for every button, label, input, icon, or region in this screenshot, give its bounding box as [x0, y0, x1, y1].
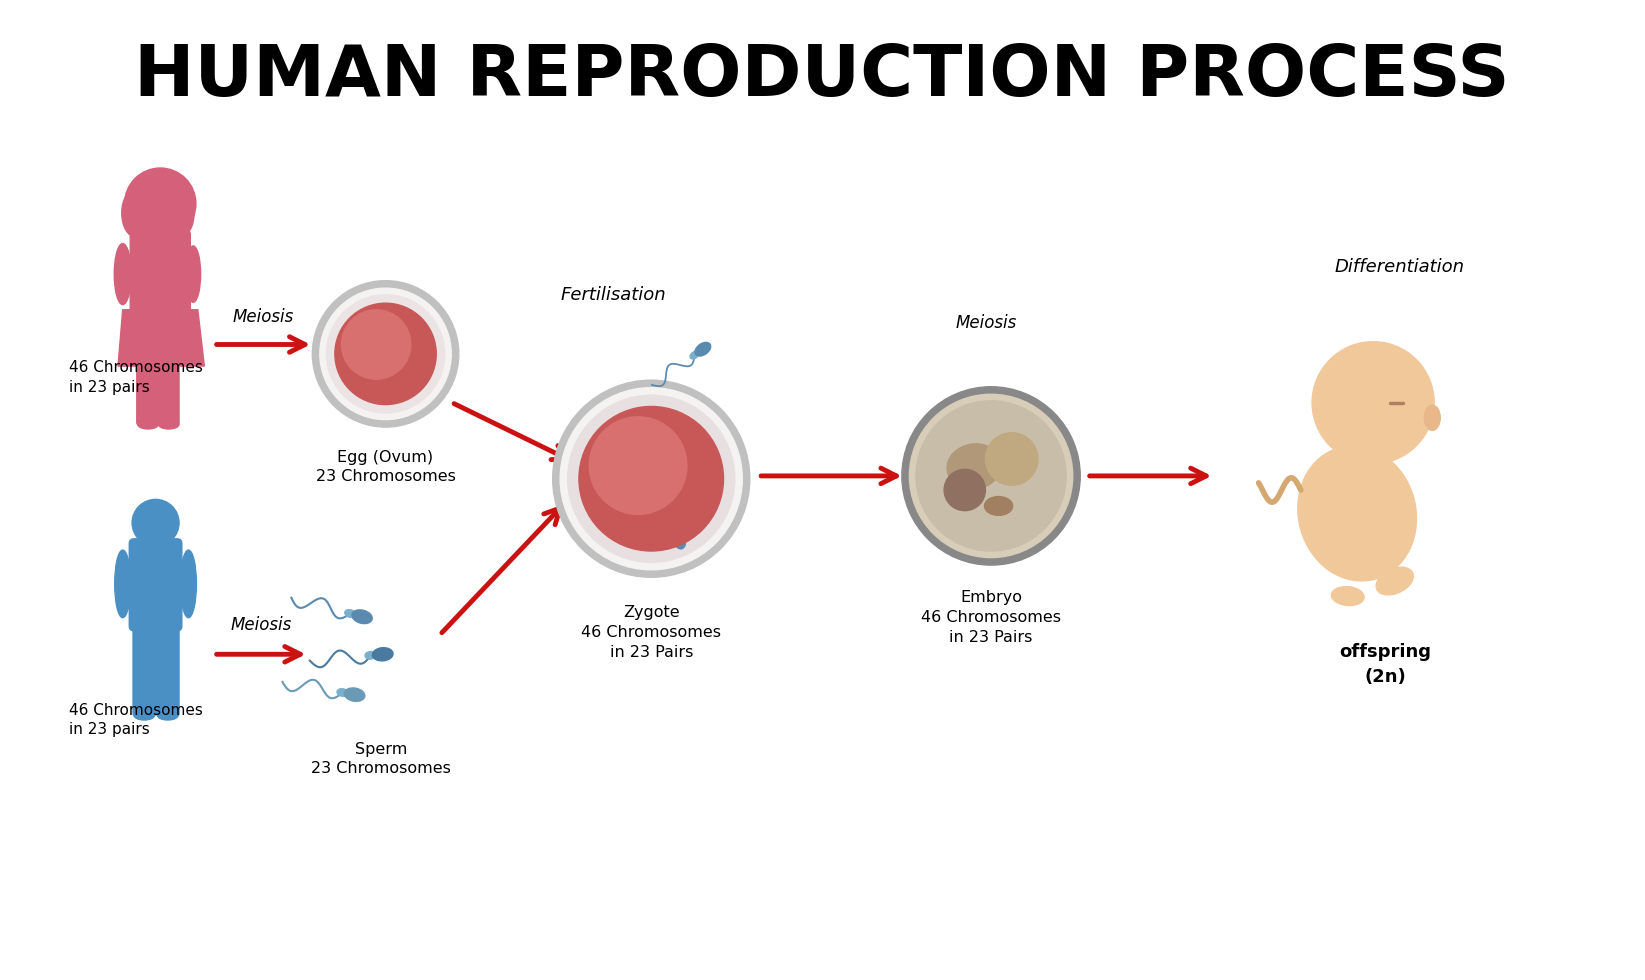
- Ellipse shape: [673, 524, 679, 534]
- Circle shape: [553, 380, 750, 577]
- Ellipse shape: [186, 246, 201, 302]
- Text: Fertilisation: Fertilisation: [561, 286, 666, 304]
- Ellipse shape: [1377, 567, 1413, 595]
- Circle shape: [561, 388, 742, 569]
- Ellipse shape: [158, 710, 178, 720]
- Circle shape: [916, 401, 1066, 551]
- Ellipse shape: [1331, 587, 1364, 606]
- Circle shape: [985, 433, 1038, 485]
- FancyBboxPatch shape: [133, 620, 156, 716]
- Ellipse shape: [1298, 446, 1416, 581]
- Ellipse shape: [122, 189, 148, 236]
- Circle shape: [910, 394, 1073, 558]
- Circle shape: [137, 184, 184, 233]
- Ellipse shape: [344, 688, 365, 702]
- Circle shape: [589, 416, 688, 514]
- Circle shape: [313, 280, 459, 427]
- Polygon shape: [118, 310, 204, 367]
- Circle shape: [1313, 342, 1434, 464]
- Circle shape: [568, 395, 735, 563]
- Text: 46 Chromosomes
in 23 pairs: 46 Chromosomes in 23 pairs: [69, 703, 202, 737]
- FancyBboxPatch shape: [130, 539, 183, 631]
- Ellipse shape: [673, 530, 686, 549]
- Circle shape: [319, 288, 451, 419]
- FancyBboxPatch shape: [130, 230, 191, 315]
- Circle shape: [125, 168, 196, 239]
- Text: offspring
(2n): offspring (2n): [1339, 643, 1431, 686]
- Ellipse shape: [694, 342, 711, 356]
- Text: Meiosis: Meiosis: [234, 308, 294, 325]
- Text: HUMAN REPRODUCTION PROCESS: HUMAN REPRODUCTION PROCESS: [135, 42, 1510, 112]
- Ellipse shape: [345, 610, 355, 617]
- Ellipse shape: [115, 550, 130, 617]
- Circle shape: [326, 295, 444, 413]
- Text: Zygote
46 Chromosomes
in 23 Pairs: Zygote 46 Chromosomes in 23 Pairs: [581, 606, 721, 661]
- Ellipse shape: [173, 192, 194, 234]
- Text: 46 Chromosomes
in 23 pairs: 46 Chromosomes in 23 pairs: [69, 360, 202, 395]
- Circle shape: [901, 387, 1081, 565]
- Text: Embryo
46 Chromosomes
in 23 Pairs: Embryo 46 Chromosomes in 23 Pairs: [921, 590, 1061, 645]
- Ellipse shape: [365, 652, 377, 660]
- Ellipse shape: [1314, 461, 1354, 491]
- Ellipse shape: [984, 497, 1013, 515]
- Ellipse shape: [337, 689, 349, 697]
- Text: Differentiation: Differentiation: [1334, 258, 1464, 276]
- Ellipse shape: [138, 419, 158, 429]
- Ellipse shape: [133, 710, 155, 720]
- Ellipse shape: [352, 610, 372, 623]
- Ellipse shape: [1425, 405, 1441, 430]
- FancyBboxPatch shape: [156, 620, 179, 716]
- Ellipse shape: [114, 244, 132, 305]
- FancyBboxPatch shape: [137, 361, 158, 425]
- Text: Egg (Ovum)
23 Chromosomes: Egg (Ovum) 23 Chromosomes: [316, 450, 456, 484]
- Ellipse shape: [689, 352, 699, 359]
- Ellipse shape: [372, 648, 393, 661]
- Text: Sperm
23 Chromosomes: Sperm 23 Chromosomes: [311, 742, 451, 776]
- Circle shape: [132, 500, 179, 546]
- Text: Meiosis: Meiosis: [956, 315, 1017, 332]
- Ellipse shape: [181, 550, 196, 617]
- Circle shape: [944, 469, 985, 511]
- Circle shape: [342, 310, 411, 379]
- FancyBboxPatch shape: [158, 361, 179, 425]
- Ellipse shape: [158, 419, 179, 429]
- Circle shape: [336, 303, 436, 405]
- Text: Meiosis: Meiosis: [230, 615, 291, 634]
- Ellipse shape: [948, 444, 1002, 489]
- Circle shape: [579, 407, 724, 551]
